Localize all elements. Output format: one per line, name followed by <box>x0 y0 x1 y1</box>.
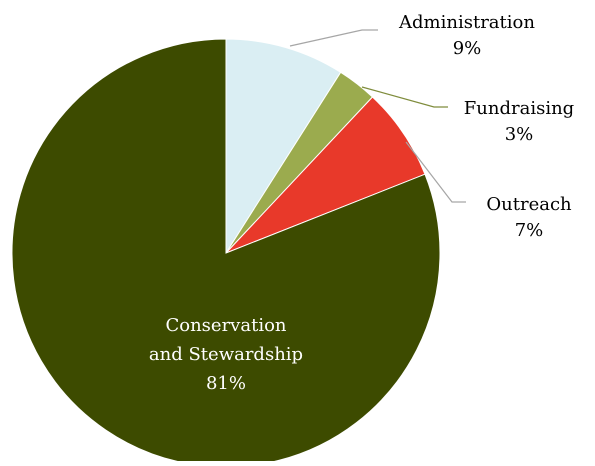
slice-label-outreach: Outreach <box>486 194 572 215</box>
slice-labels: Administration 9% Fundraising 3% Outreach 7% C… <box>149 12 574 394</box>
slice-value-conservation-and-stewardship: 81% <box>206 373 246 394</box>
pie-slice-conservation-and-stewardship <box>11 38 441 466</box>
slice-label-conservation-and-stewardship: and Stewardship <box>149 344 303 365</box>
slice-label-conservation-and-stewardship: Conservation <box>165 315 286 336</box>
slice-label-fundraising: Fundraising <box>464 98 574 119</box>
leader-line <box>405 141 466 203</box>
slice-value-fundraising: 3% <box>505 124 534 145</box>
pie-slices <box>11 38 441 466</box>
leader-lines <box>289 29 466 203</box>
slice-label-administration: Administration <box>398 12 535 33</box>
leader-line <box>289 29 378 47</box>
slice-value-outreach: 7% <box>515 220 544 241</box>
pie-slice-administration <box>225 38 342 255</box>
slice-value-administration: 9% <box>453 38 482 59</box>
leader-line <box>361 86 448 108</box>
